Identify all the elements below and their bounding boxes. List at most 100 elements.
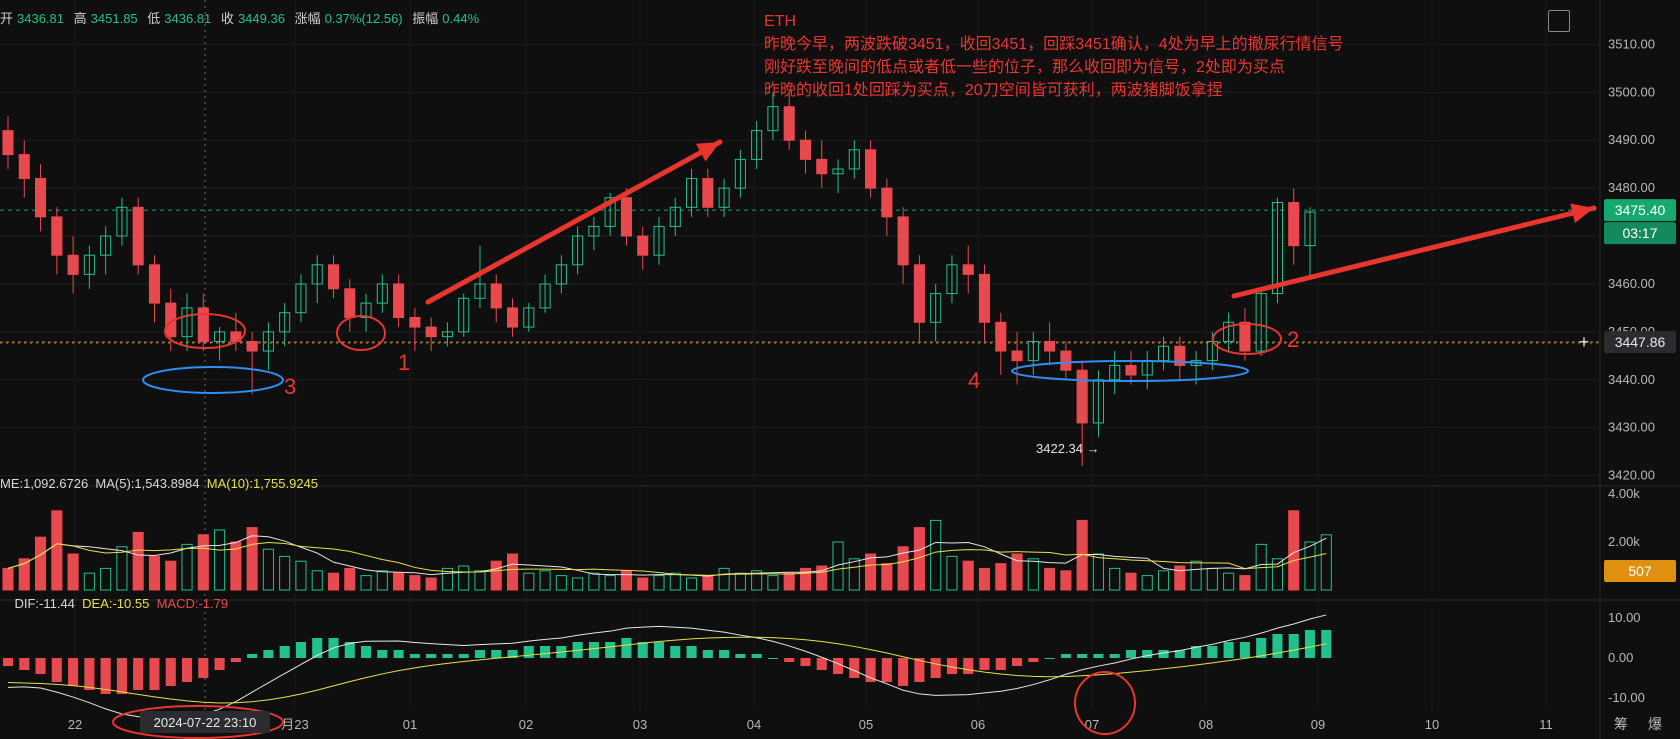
- liquidation-tab[interactable]: 爆: [1648, 716, 1662, 732]
- candle-body: [897, 216, 909, 266]
- price-tick-label: 3460.00: [1608, 276, 1655, 291]
- high-label: 高: [73, 11, 87, 26]
- annotation-arrow-2: [1231, 205, 1597, 299]
- volume-bar: [376, 570, 388, 591]
- amplitude-value: 0.44%: [442, 11, 480, 26]
- volume-bar: [132, 531, 144, 591]
- macd-histogram-bar: [979, 658, 990, 670]
- macd-histogram-bar: [719, 650, 730, 658]
- volume-bar: [116, 546, 128, 591]
- volume-bar: [799, 567, 812, 591]
- candle-body: [393, 283, 405, 319]
- candle-body: [148, 264, 161, 304]
- volume-bar: [865, 553, 877, 591]
- date-ellipse: [112, 705, 284, 739]
- macd-histogram-bar: [914, 658, 925, 682]
- candle-body: [1060, 350, 1072, 371]
- macd-histogram-bar: [1158, 650, 1169, 658]
- price-tick-label: 3500.00: [1608, 84, 1655, 99]
- candle-body: [539, 283, 551, 309]
- macd-histogram-bar: [767, 658, 778, 659]
- macd-histogram-bar: [1288, 634, 1299, 658]
- candle-body: [1027, 340, 1039, 362]
- volume-bar: [441, 567, 453, 591]
- annotation-line-2: 刚好跌至晚间的低点或者低一些的位子，那么收回即为信号，2处即为买点: [764, 59, 1285, 76]
- macd-histogram-bar: [1207, 646, 1218, 658]
- macd-histogram-bar: [930, 658, 941, 678]
- marker-ellipse-1: [336, 315, 386, 351]
- time-tick-label: 09: [1311, 717, 1325, 732]
- macd-histogram-bar: [1028, 658, 1039, 662]
- macd-histogram-bar: [393, 650, 404, 658]
- candle-body: [295, 283, 307, 314]
- last-price-badge-bg: [1604, 199, 1676, 222]
- candle-body: [978, 273, 991, 323]
- volume-bar: [1239, 575, 1251, 591]
- candle-body: [1125, 364, 1137, 376]
- macd-histogram-bar: [849, 658, 860, 678]
- candle-body: [67, 254, 79, 275]
- time-tick-label: 04: [747, 717, 761, 732]
- macd-histogram-bar: [702, 650, 713, 658]
- macd-legend: DIF:-11.44 DEA:-10.55 MACD:-1.79: [0, 596, 228, 611]
- volume-bar: [881, 563, 893, 591]
- price-tick-label: 3510.00: [1608, 36, 1655, 51]
- crosshair-price-badge-bg: [1604, 331, 1676, 354]
- countdown-badge: 03:17: [1622, 225, 1657, 241]
- macd-histogram-bar: [735, 654, 746, 658]
- macd-histogram-bar: [442, 654, 453, 658]
- macd-histogram-bar: [1223, 642, 1234, 658]
- volume-bar: [425, 577, 437, 591]
- candle-body: [181, 307, 193, 338]
- macd-histogram-bar: [1060, 654, 1071, 658]
- macd-histogram-bar: [35, 658, 46, 674]
- volume-bar: [262, 548, 274, 591]
- macd-histogram-bar: [963, 658, 974, 674]
- volume-bar: [1288, 510, 1300, 591]
- price-tick-label: 3440.00: [1608, 372, 1655, 387]
- marker-label-4: 4: [968, 368, 980, 393]
- volume-bar: [474, 570, 486, 591]
- time-tick-label: 06: [971, 717, 985, 732]
- macd-histogram-bar: [670, 646, 681, 658]
- volume-bar: [897, 546, 909, 591]
- candle-body: [35, 178, 47, 218]
- volume-bar: [848, 558, 860, 591]
- candle-body: [767, 106, 779, 132]
- macd-histogram-bar: [214, 658, 225, 670]
- volume-bar: [490, 560, 502, 591]
- annotation-arrow-2-head: [1570, 203, 1594, 223]
- macd-histogram-bar: [800, 658, 811, 666]
- ohlc-header: 开 3436.81 高 3451.85 低 3436.81 收 3449.36 涨幅 0.…: [0, 8, 485, 27]
- macd-histogram-bar: [295, 642, 306, 658]
- candle-body: [1239, 321, 1251, 352]
- crosshair-date: 2024-07-22 23:10: [154, 715, 257, 730]
- chips-tab[interactable]: 筹: [1614, 716, 1628, 732]
- volume-bar: [148, 555, 161, 591]
- candle-body: [360, 302, 372, 318]
- macd-value: MACD:-1.79: [156, 596, 229, 611]
- volume-bar: [620, 570, 632, 591]
- time-tick-label: 月23: [281, 717, 308, 732]
- macd-histogram-bar: [1256, 638, 1267, 658]
- last-price-badge: 3475.40: [1615, 202, 1666, 218]
- annotation-arrow-1: [425, 139, 723, 305]
- time-tick-label: 02: [519, 717, 533, 732]
- candle-body: [816, 158, 828, 175]
- low-marker-label: 3422.34 →: [1036, 441, 1100, 456]
- candle-body: [1044, 340, 1056, 352]
- macd-histogram-bar: [1012, 658, 1023, 666]
- macd-histogram-bar: [19, 658, 30, 670]
- macd-histogram-bar: [2, 658, 14, 666]
- volume-bar: [686, 577, 698, 591]
- macd-histogram-bar: [344, 642, 355, 658]
- macd-histogram-bar: [426, 654, 437, 658]
- candle-body: [214, 331, 226, 342]
- macd-histogram-bar: [181, 658, 193, 682]
- macd-histogram-bar: [247, 654, 258, 658]
- volume-bar: [783, 572, 795, 591]
- volume-bar: [165, 560, 177, 591]
- candle-body: [327, 264, 340, 290]
- candle-body: [604, 197, 616, 227]
- fullscreen-icon[interactable]: [1548, 10, 1570, 32]
